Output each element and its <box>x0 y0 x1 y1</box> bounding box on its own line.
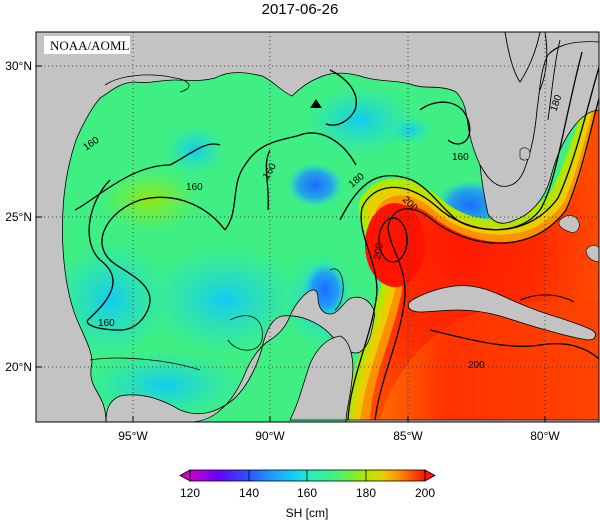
lon-tick-label: 85°W <box>393 429 423 443</box>
contour-label: 160 <box>98 318 115 329</box>
contour-label: 160 <box>186 182 203 193</box>
caribbean-high-ssh <box>380 300 599 422</box>
land-islet <box>519 147 531 161</box>
contour-thin-nw <box>104 74 190 93</box>
contour-thin-south <box>227 315 263 351</box>
map-frame <box>35 31 600 423</box>
credit-box <box>44 36 130 54</box>
lon-tick-label: 80°W <box>530 429 560 443</box>
ssh-low-cyan-north <box>305 85 415 155</box>
contour-label: 200 <box>468 360 485 371</box>
contour-thin-campeche <box>329 268 344 311</box>
ssh-contours <box>74 32 599 421</box>
contour-160-nw <box>74 143 221 211</box>
contour-160-ridge <box>265 149 271 211</box>
colorbar-dividers <box>248 470 367 481</box>
axis-ticks <box>36 65 546 422</box>
contour-180-inner <box>347 65 599 421</box>
warm-core-ring <box>365 203 425 287</box>
colorbar-tick-label: 120 <box>180 486 200 500</box>
contour-label: 200 <box>372 242 386 261</box>
contour-160-central <box>224 132 357 231</box>
cold-eddy-central <box>287 163 343 207</box>
colorbar-tick-label: 180 <box>356 486 376 500</box>
contour-atl-3 <box>547 39 561 121</box>
contour-160-west <box>86 179 226 331</box>
land-bahamas-2 <box>585 245 599 263</box>
lon-tick-label: 95°W <box>118 429 148 443</box>
lat-tick-label: 20°N <box>5 360 32 374</box>
land-bahamas-1 <box>558 215 580 233</box>
colorbar-tick-label: 200 <box>415 486 435 500</box>
colorbar-tick-label: 160 <box>297 486 317 500</box>
credit-label: NOAA/AOML <box>50 38 130 53</box>
contour-220-ring <box>378 217 408 263</box>
land-florida <box>479 41 599 224</box>
land-cuba <box>407 285 596 341</box>
contour-atl-1 <box>504 32 541 83</box>
colorbar-frame <box>189 469 426 482</box>
colorbar: 120 140 160 180 200 SH [cm] <box>179 469 436 520</box>
ssh-low-cyan-south <box>145 245 305 355</box>
colorbar-label: SH [cm] <box>286 506 329 520</box>
colorbar-ramp <box>190 470 425 481</box>
lon-tick-label: 90°W <box>255 429 285 443</box>
contour-200-carib <box>429 329 599 360</box>
colorbar-low-arrow-icon <box>179 469 191 482</box>
contour-label: 160 <box>452 152 469 163</box>
station-marker-icon <box>310 99 322 108</box>
contour-carib-thin <box>519 294 575 303</box>
colorbar-tick-label: 140 <box>239 486 259 500</box>
contour-200 <box>374 96 599 421</box>
contour-160-ne <box>419 101 471 145</box>
lat-tick-label: 25°N <box>5 210 32 224</box>
colorbar-high-arrow-icon <box>424 469 436 482</box>
warm-eddy-west <box>100 168 200 232</box>
contour-160-north <box>325 69 357 126</box>
contour-atl-2 <box>539 32 548 91</box>
lat-tick-label: 30°N <box>5 59 32 73</box>
land-central-america <box>106 335 599 422</box>
graticule <box>36 32 599 422</box>
cold-eddy-ne <box>388 116 432 144</box>
contour-thin-bay <box>89 357 201 371</box>
map-title: 2017-06-26 <box>261 1 339 18</box>
map-plot-area <box>36 32 599 422</box>
